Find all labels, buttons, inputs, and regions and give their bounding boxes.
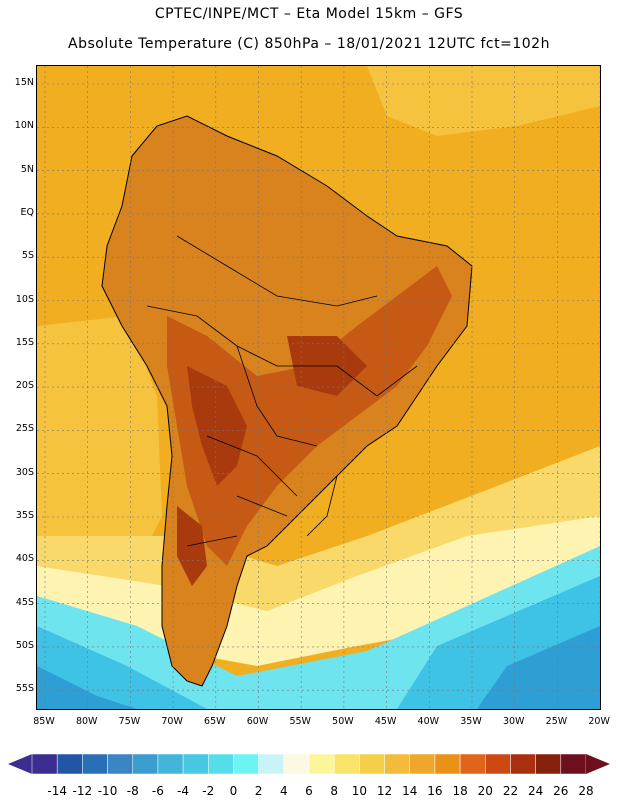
border-line bbox=[236, 345, 318, 447]
lon-label: 55W bbox=[289, 716, 311, 727]
colorbar-label: 24 bbox=[527, 784, 544, 798]
colorbar-swatch bbox=[182, 753, 209, 775]
lon-label: 40W bbox=[417, 716, 440, 727]
colorbar-swatch bbox=[258, 753, 285, 775]
colorbar-label: 14 bbox=[402, 784, 418, 798]
colorbar-label: -4 bbox=[177, 784, 190, 798]
lat-label: EQ bbox=[20, 206, 34, 218]
lon-label: 75W bbox=[118, 716, 141, 727]
lat-label: 55S bbox=[15, 683, 34, 695]
colorbar-label: 0 bbox=[229, 784, 238, 798]
colorbar-label: 4 bbox=[279, 784, 288, 798]
colorbar-label: 16 bbox=[427, 784, 443, 798]
colorbar-label: -2 bbox=[202, 784, 215, 798]
lat-label: 10N bbox=[14, 120, 34, 132]
colorbar-label: 20 bbox=[477, 784, 493, 798]
colorbar-swatch bbox=[459, 753, 486, 775]
colorbar-label: 26 bbox=[553, 784, 569, 798]
lat-label: 45S bbox=[15, 596, 34, 608]
colorbar-swatch bbox=[560, 753, 587, 775]
lon-label: 35W bbox=[460, 716, 482, 727]
map-subtitle: Absolute Temperature (C) 850hPa – 18/01/… bbox=[68, 36, 550, 52]
border-line bbox=[176, 235, 378, 307]
lat-label: 35S bbox=[15, 510, 34, 521]
border-line bbox=[186, 535, 238, 547]
colorbar bbox=[8, 753, 610, 775]
colorbar-swatch bbox=[56, 753, 83, 775]
colorbar-label: 22 bbox=[502, 784, 519, 798]
lat-label: 50S bbox=[15, 639, 34, 651]
colorbar-label: -10 bbox=[97, 784, 118, 798]
warm-ocean-north bbox=[367, 66, 600, 136]
lat-label: 40S bbox=[15, 553, 34, 565]
lon-label: 45W bbox=[374, 716, 397, 727]
colorbar-swatch bbox=[157, 753, 184, 775]
colorbar-label: -14 bbox=[47, 784, 67, 798]
map-canvas bbox=[37, 66, 600, 709]
very-hot-core bbox=[177, 336, 367, 586]
temperature-map[interactable] bbox=[36, 65, 601, 710]
colder-band bbox=[37, 576, 600, 709]
warm-ocean-pacific bbox=[37, 316, 162, 566]
lat-label: 20S bbox=[15, 380, 34, 392]
graticule bbox=[37, 66, 600, 709]
colorbar-swatch bbox=[434, 753, 461, 775]
border-line bbox=[236, 495, 288, 517]
lat-label: 15S bbox=[15, 336, 34, 348]
lat-label: 15N bbox=[14, 77, 34, 88]
border-line bbox=[277, 365, 418, 397]
map-title: CPTEC/INPE/MCT – Eta Model 15km – GFS bbox=[154, 6, 464, 22]
colorbar-label: -8 bbox=[126, 784, 139, 798]
lon-label: 60W bbox=[246, 716, 269, 727]
colorbar-swatch bbox=[82, 753, 108, 775]
colorbar-swatch bbox=[233, 753, 259, 775]
lon-label: 85W bbox=[33, 716, 55, 727]
lat-label: 30S bbox=[15, 466, 34, 478]
country-borders bbox=[146, 235, 418, 547]
colorbar-label: 8 bbox=[330, 784, 338, 798]
colorbar-label: 12 bbox=[376, 784, 393, 798]
colorbar-swatch bbox=[485, 753, 511, 775]
colorbar-swatch bbox=[535, 753, 562, 775]
lon-label: 30W bbox=[502, 716, 525, 727]
lat-label: 25S bbox=[15, 423, 34, 435]
coldest-band bbox=[37, 626, 600, 709]
colorbar-swatch bbox=[132, 753, 159, 775]
border-line bbox=[206, 435, 298, 497]
colorbar-label: -12 bbox=[72, 784, 93, 798]
lat-label: 5S bbox=[21, 250, 34, 262]
colorbar-high-arrow bbox=[586, 754, 610, 774]
colorbar-label: -6 bbox=[151, 784, 164, 798]
colorbar-swatch bbox=[308, 753, 335, 775]
colorbar-swatch bbox=[333, 753, 360, 775]
border-line bbox=[306, 475, 338, 537]
lon-label: 25W bbox=[545, 716, 568, 727]
colorbar-swatch bbox=[409, 753, 436, 775]
colorbar-swatch bbox=[208, 753, 234, 775]
lon-label: 65W bbox=[204, 716, 226, 727]
colorbar-swatch bbox=[359, 753, 385, 775]
colorbar-swatch bbox=[31, 753, 58, 775]
colorbar-swatch bbox=[107, 753, 133, 775]
colorbar-label: 6 bbox=[305, 784, 313, 798]
colorbar-label: 18 bbox=[452, 784, 468, 798]
colorbar-label: 28 bbox=[578, 784, 594, 798]
colorbar-swatch bbox=[283, 753, 310, 775]
lat-label: 5N bbox=[20, 163, 34, 175]
colorbar-swatch bbox=[510, 753, 536, 775]
lon-label: 70W bbox=[161, 716, 183, 727]
border-line bbox=[146, 305, 278, 367]
colorbar-low-arrow bbox=[8, 754, 32, 774]
colorbar-swatch bbox=[384, 753, 410, 775]
lat-label: 10S bbox=[15, 293, 34, 305]
lon-label: 20W bbox=[588, 716, 610, 727]
colorbar-label: 10 bbox=[351, 784, 367, 798]
colorbar-label: 2 bbox=[254, 784, 263, 798]
lon-label: 80W bbox=[75, 716, 98, 727]
hot-interior bbox=[167, 266, 452, 566]
lon-label: 50W bbox=[332, 716, 354, 727]
